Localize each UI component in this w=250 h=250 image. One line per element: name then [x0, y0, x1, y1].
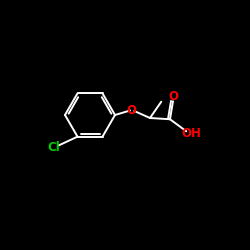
Text: Cl: Cl	[48, 141, 60, 154]
Text: O: O	[168, 90, 178, 103]
Text: O: O	[126, 104, 136, 117]
Text: OH: OH	[181, 127, 201, 140]
